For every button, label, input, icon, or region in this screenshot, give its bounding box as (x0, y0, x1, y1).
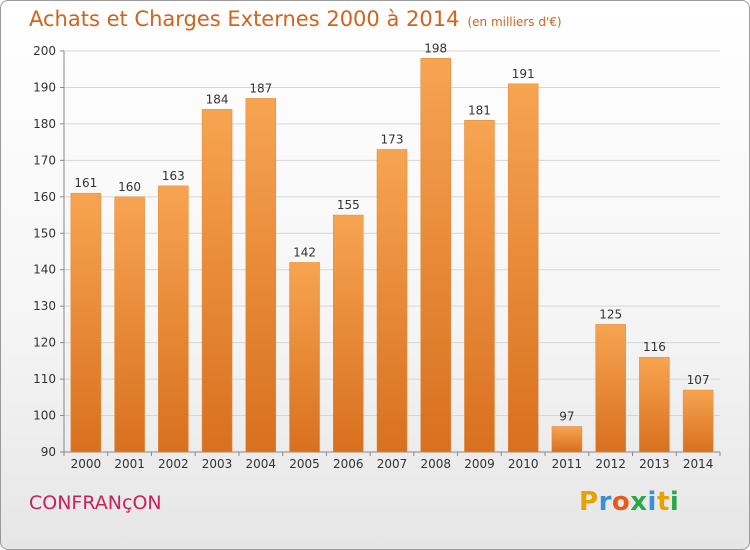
logo-letter: i (669, 487, 680, 517)
bar-value-label: 107 (687, 373, 710, 387)
bar (376, 149, 408, 453)
y-tick-label: 90 (41, 445, 56, 459)
x-tick-label: 2004 (246, 457, 277, 471)
bar-value-label: 184 (206, 92, 229, 106)
chart-unit: (en milliers d'€) (467, 15, 562, 29)
logo-letter: x (630, 487, 648, 517)
y-tick-label: 120 (33, 336, 56, 350)
y-tick-label: 110 (33, 372, 56, 386)
bar (507, 83, 539, 453)
x-tick-label: 2003 (202, 457, 233, 471)
labels: 90 100 110 120 130 140 150 160 170 180 190 200 161 20… (33, 41, 713, 471)
x-tick-label: 2012 (595, 457, 626, 471)
y-tick-label: 200 (33, 44, 56, 58)
x-tick-label: 2005 (289, 457, 320, 471)
y-tick-label: 190 (33, 80, 56, 94)
logo-letter: o (611, 487, 631, 517)
bar (289, 262, 320, 453)
bar (464, 120, 495, 453)
logo-letter: P (579, 487, 599, 517)
bar-value-label: 160 (118, 180, 141, 194)
y-tick-label: 170 (33, 153, 56, 167)
y-tick-label: 160 (33, 190, 56, 204)
logo-letter: r (598, 487, 612, 517)
chart-title-text: Achats et Charges Externes 2000 à 2014 (29, 7, 460, 31)
bar (551, 426, 583, 453)
proxiti-logo: Proxiti (579, 487, 679, 517)
bar (595, 324, 626, 453)
bar (333, 214, 364, 453)
logo-letter: t (656, 487, 670, 517)
bar (639, 356, 670, 453)
x-tick-label: 2002 (158, 457, 189, 471)
bar-value-label: 125 (599, 307, 622, 321)
town-name: CONFRANçON (29, 492, 162, 514)
chart-title: Achats et Charges Externes 2000 à 2014 (e… (29, 7, 562, 31)
bar (245, 98, 277, 453)
bar-value-label: 97 (559, 409, 574, 423)
bar-value-label: 187 (249, 81, 272, 95)
x-tick-label: 2006 (333, 457, 364, 471)
bar-value-label: 173 (381, 132, 404, 146)
x-tick-label: 2011 (552, 457, 583, 471)
x-tick-label: 2014 (683, 457, 714, 471)
bar-value-label: 163 (162, 169, 185, 183)
x-tick-label: 2009 (464, 457, 495, 471)
bar-value-label: 142 (293, 245, 316, 259)
y-tick-label: 140 (33, 263, 56, 277)
y-tick-label: 150 (33, 226, 56, 240)
bar-value-label: 155 (337, 198, 360, 212)
bar (682, 389, 714, 453)
bar (420, 58, 451, 453)
x-tick-label: 2013 (639, 457, 670, 471)
x-tick-label: 2000 (71, 457, 102, 471)
bar-value-label: 191 (512, 67, 535, 81)
bar (114, 196, 145, 453)
bar-value-label: 181 (468, 103, 491, 117)
y-tick-label: 130 (33, 299, 56, 313)
bar (201, 109, 233, 453)
bars (70, 58, 714, 453)
logo-letter: i (647, 487, 657, 517)
bar-value-label: 161 (74, 176, 97, 190)
bar-value-label: 116 (643, 340, 666, 354)
x-tick-label: 2010 (508, 457, 539, 471)
x-tick-label: 2001 (114, 457, 145, 471)
x-tick-label: 2008 (420, 457, 451, 471)
y-tick-label: 180 (33, 117, 56, 131)
bar (158, 185, 189, 453)
bar (70, 192, 102, 453)
y-tick-label: 100 (33, 409, 56, 423)
bar-value-label: 198 (424, 41, 447, 55)
x-tick-label: 2007 (377, 457, 408, 471)
